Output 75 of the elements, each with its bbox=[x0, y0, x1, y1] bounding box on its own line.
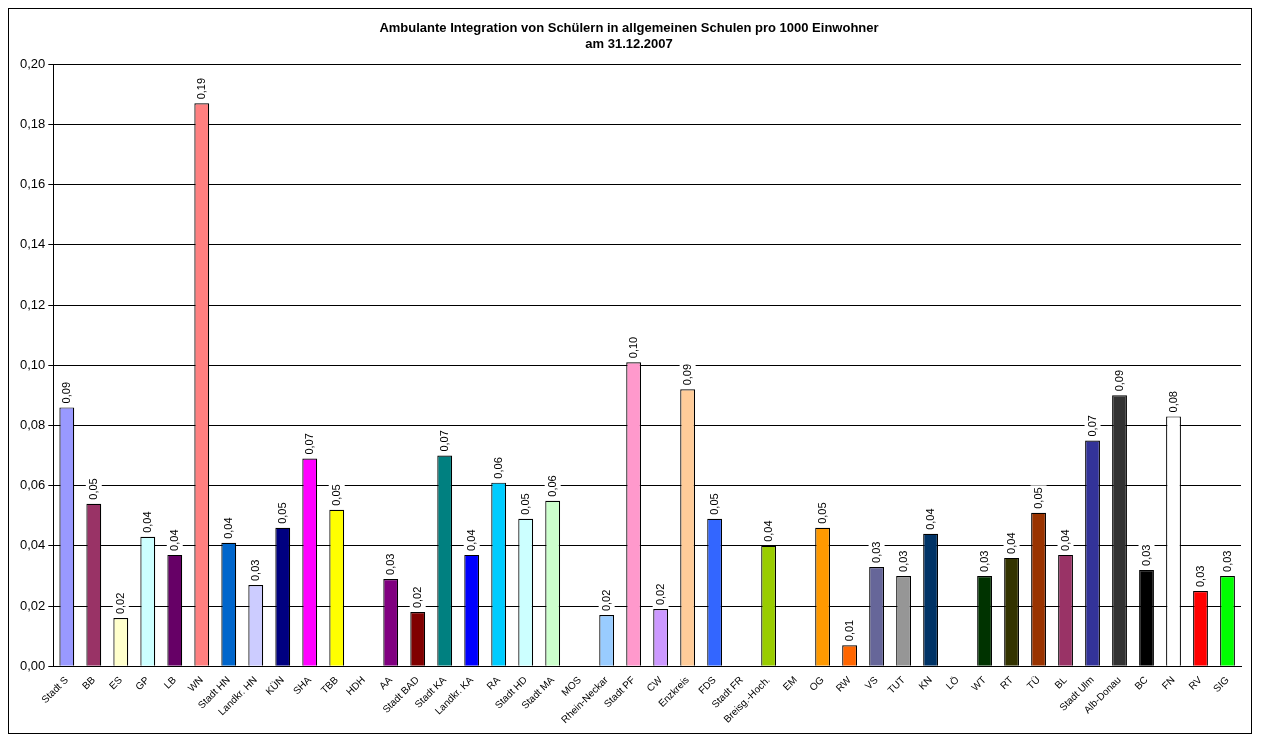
x-tick-label: WT bbox=[969, 674, 988, 693]
data-label: 0,03 bbox=[977, 550, 990, 572]
y-tick-label: 0,08 bbox=[19, 417, 46, 433]
data-label: 0,04 bbox=[1004, 532, 1017, 554]
data-label: 0,01 bbox=[842, 619, 855, 642]
x-tick-label: BC bbox=[1132, 674, 1150, 692]
y-tick-label: 0,02 bbox=[19, 597, 46, 613]
y-tick-label: 0,06 bbox=[19, 477, 46, 493]
x-tick-label: FN bbox=[1159, 674, 1177, 692]
data-label: 0,03 bbox=[1220, 550, 1233, 572]
x-tick-label: BL bbox=[1052, 673, 1070, 691]
x-tick-label: LB bbox=[161, 673, 179, 691]
x-tick-label: SHA bbox=[290, 673, 314, 697]
data-label: 0,02 bbox=[653, 583, 666, 606]
x-tick-label: OG bbox=[807, 673, 827, 693]
x-tick-label: TÜ bbox=[1024, 674, 1042, 692]
data-label: 0,04 bbox=[140, 511, 153, 533]
data-label: 0,04 bbox=[221, 517, 234, 539]
x-tick-label: SIG bbox=[1210, 673, 1232, 695]
data-label: 0,04 bbox=[923, 508, 936, 530]
data-label: 0,09 bbox=[1112, 369, 1125, 392]
x-tick-label: RV bbox=[1186, 673, 1205, 692]
data-label: 0,06 bbox=[545, 475, 558, 497]
y-tick-label: 0,00 bbox=[19, 657, 46, 673]
y-tick-label: 0,18 bbox=[19, 115, 46, 131]
data-label: 0,05 bbox=[275, 502, 288, 524]
y-tick-label: 0,12 bbox=[19, 296, 46, 312]
data-label: 0,03 bbox=[896, 550, 909, 572]
data-label: 0,05 bbox=[1031, 487, 1044, 509]
data-label: 0,03 bbox=[1193, 565, 1206, 588]
x-tick-label: LÖ bbox=[943, 673, 962, 692]
x-tick-label: RA bbox=[484, 673, 503, 692]
y-tick-label: 0,10 bbox=[19, 356, 46, 372]
data-label: 0,04 bbox=[1058, 529, 1071, 551]
data-label: 0,09 bbox=[680, 363, 693, 386]
x-tick-label: EM bbox=[780, 674, 799, 693]
data-label: 0,03 bbox=[248, 559, 261, 582]
data-label: 0,03 bbox=[1139, 544, 1152, 566]
data-label: 0,07 bbox=[437, 430, 450, 452]
x-tick-label: TUT bbox=[885, 674, 907, 696]
x-tick-label: RT bbox=[997, 674, 1015, 692]
data-label: 0,19 bbox=[194, 77, 207, 100]
data-label: 0,05 bbox=[707, 493, 720, 515]
x-tick-label: RW bbox=[833, 673, 854, 694]
data-label: 0,09 bbox=[59, 381, 72, 404]
y-tick-label: 0,20 bbox=[19, 55, 46, 71]
data-label: 0,05 bbox=[329, 484, 342, 506]
data-label: 0,10 bbox=[626, 336, 639, 359]
data-label: 0,07 bbox=[302, 433, 315, 455]
data-label: 0,02 bbox=[599, 589, 612, 612]
data-label: 0,03 bbox=[869, 541, 882, 563]
data-label: 0,07 bbox=[1085, 415, 1098, 437]
x-tick-label: KN bbox=[916, 674, 934, 692]
data-label: 0,02 bbox=[410, 586, 423, 609]
x-tick-label: TBB bbox=[318, 673, 341, 696]
x-tick-label: WN bbox=[185, 674, 206, 694]
data-label: 0,05 bbox=[815, 502, 828, 524]
data-label: 0,06 bbox=[491, 457, 504, 479]
data-label: 0,04 bbox=[464, 529, 477, 551]
x-tick-label: ES bbox=[106, 673, 125, 692]
x-tick-label: BB bbox=[79, 673, 98, 692]
y-tick-label: 0,04 bbox=[19, 537, 46, 553]
data-label: 0,04 bbox=[167, 529, 180, 551]
chart-title: Ambulante Integration von Schülern in allgemeinen Schulen pro 1000 Einwohner am 31.12.2007 bbox=[379, 20, 879, 51]
data-label: 0,03 bbox=[383, 553, 396, 575]
x-tick-label: GP bbox=[133, 673, 152, 693]
x-tick-label: AA bbox=[376, 673, 395, 692]
data-label: 0,08 bbox=[1166, 391, 1179, 413]
x-tick-label: VS bbox=[862, 673, 881, 692]
data-label: 0,05 bbox=[518, 493, 531, 515]
y-tick-label: 0,16 bbox=[19, 176, 46, 192]
y-tick-label: 0,14 bbox=[19, 236, 46, 252]
data-label: 0,04 bbox=[761, 520, 774, 542]
data-label: 0,02 bbox=[113, 592, 126, 615]
data-label: 0,05 bbox=[86, 478, 99, 500]
